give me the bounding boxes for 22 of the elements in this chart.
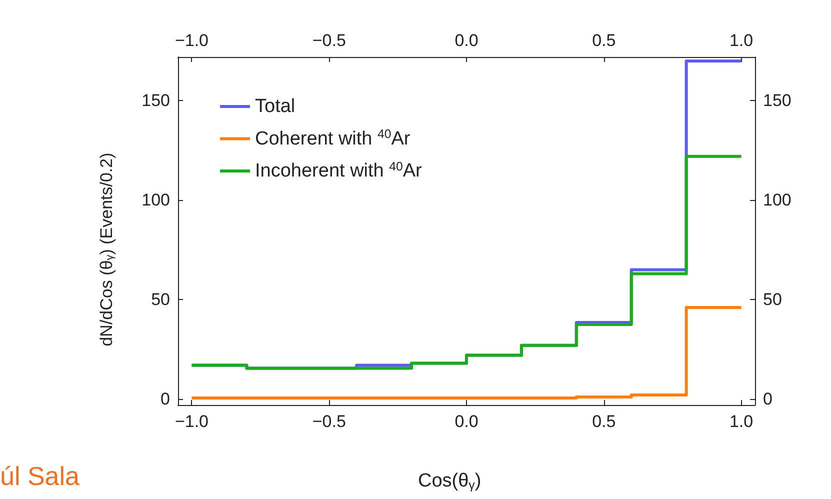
x-tick-label: 1.0 [729,412,754,431]
y-tick-label: 100 [142,190,170,210]
text: úl Sala [0,461,80,491]
x2-tick-label: −0.5 [312,31,346,50]
y2-tick-label: 50 [763,290,782,310]
x2-tick-label: 1.0 [729,31,754,50]
y-tick-label: 50 [151,290,170,310]
legend-label: Total [255,96,296,117]
y2-tick-label: 150 [763,91,792,110]
y2-tick-label: 100 [763,190,792,210]
y-tick-label: 150 [142,91,170,110]
x2-tick-label: 0.0 [454,31,478,50]
x2-tick-label: 0.5 [592,31,616,50]
y-tick-label: 0 [160,390,170,409]
x-tick-label: −0.5 [312,412,346,431]
x-axis-title: Cos(θγ) [418,470,482,492]
x-tick-label: −1.0 [174,412,209,431]
x2-tick-label: −1.0 [174,31,209,50]
x-tick-label: 0.5 [592,412,616,431]
y-axis-title: dN/dCos (θγ) (Events/0.2) [97,152,116,346]
x-tick-label: 0.0 [454,412,478,431]
y2-tick-label: 0 [763,390,772,409]
